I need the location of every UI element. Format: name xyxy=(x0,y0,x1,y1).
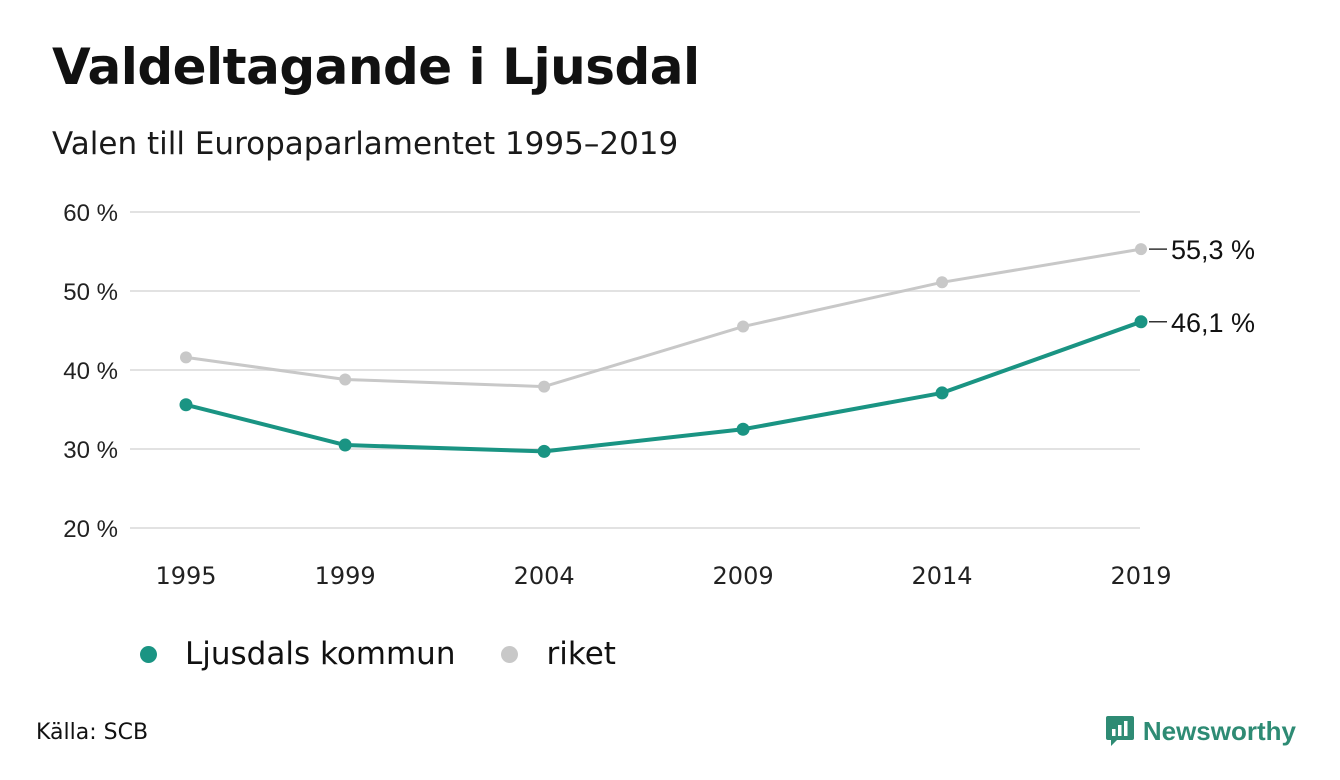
data-point-ljusdal xyxy=(338,438,352,452)
series-line-riket xyxy=(185,247,1142,389)
end-label-riket: 55,3 % xyxy=(1171,235,1255,265)
data-point-ljusdal xyxy=(537,444,551,458)
data-point-ljusdal xyxy=(1134,315,1148,329)
x-tick-label: 1995 xyxy=(155,562,216,590)
x-tick-label: 1999 xyxy=(315,562,376,590)
legend-marker-ljusdal xyxy=(140,645,157,663)
series-layer xyxy=(179,243,1148,458)
x-tick-label: 2019 xyxy=(1110,562,1171,590)
legend: Ljusdals kommun riket xyxy=(140,636,662,672)
data-point-riket xyxy=(538,380,551,393)
end-label-ljusdal: 46,1 % xyxy=(1171,308,1255,338)
brand-logo[interactable]: Newsworthy xyxy=(1105,714,1296,748)
y-tick-label: 50 % xyxy=(63,279,118,306)
end-labels: 55,3 % 46,1 % xyxy=(1149,235,1255,338)
chart-subtitle: Valen till Europaparlamentet 1995–2019 xyxy=(52,126,679,162)
brand-name: Newsworthy xyxy=(1142,715,1296,746)
y-tick-label: 30 % xyxy=(63,437,118,464)
x-tick-label: 2009 xyxy=(713,562,774,590)
data-point-riket xyxy=(737,320,750,333)
chart-title: Valdeltagande i Ljusdal xyxy=(52,38,700,96)
data-point-ljusdal xyxy=(179,398,193,412)
x-tick-label: 2004 xyxy=(514,562,575,590)
legend-label-ljusdal: Ljusdals kommun xyxy=(185,636,456,672)
x-axis-ticks: 1995 1999 2004 2009 2014 2019 xyxy=(155,562,1171,590)
y-tick-label: 40 % xyxy=(63,358,118,385)
y-tick-label: 60 % xyxy=(63,200,118,227)
data-point-ljusdal xyxy=(935,386,949,400)
data-point-riket xyxy=(339,373,352,386)
y-tick-label: 20 % xyxy=(63,516,118,543)
data-point-ljusdal xyxy=(736,422,750,436)
data-point-riket xyxy=(1135,243,1147,256)
y-axis-ticks: 20 % 30 % 40 % 50 % 60 % xyxy=(63,200,118,543)
data-point-riket xyxy=(180,351,192,364)
legend-item-riket: riket xyxy=(501,636,616,672)
grid-lines xyxy=(130,211,1140,529)
data-point-riket xyxy=(936,276,949,289)
x-tick-label: 2014 xyxy=(912,562,973,590)
legend-label-riket: riket xyxy=(546,636,616,672)
series-line-ljusdal xyxy=(185,319,1142,454)
legend-marker-riket xyxy=(501,645,519,663)
source-note: Källa: SCB xyxy=(36,720,149,745)
legend-item-ljusdal: Ljusdals kommun xyxy=(140,636,455,672)
newsworthy-icon xyxy=(1105,716,1134,746)
